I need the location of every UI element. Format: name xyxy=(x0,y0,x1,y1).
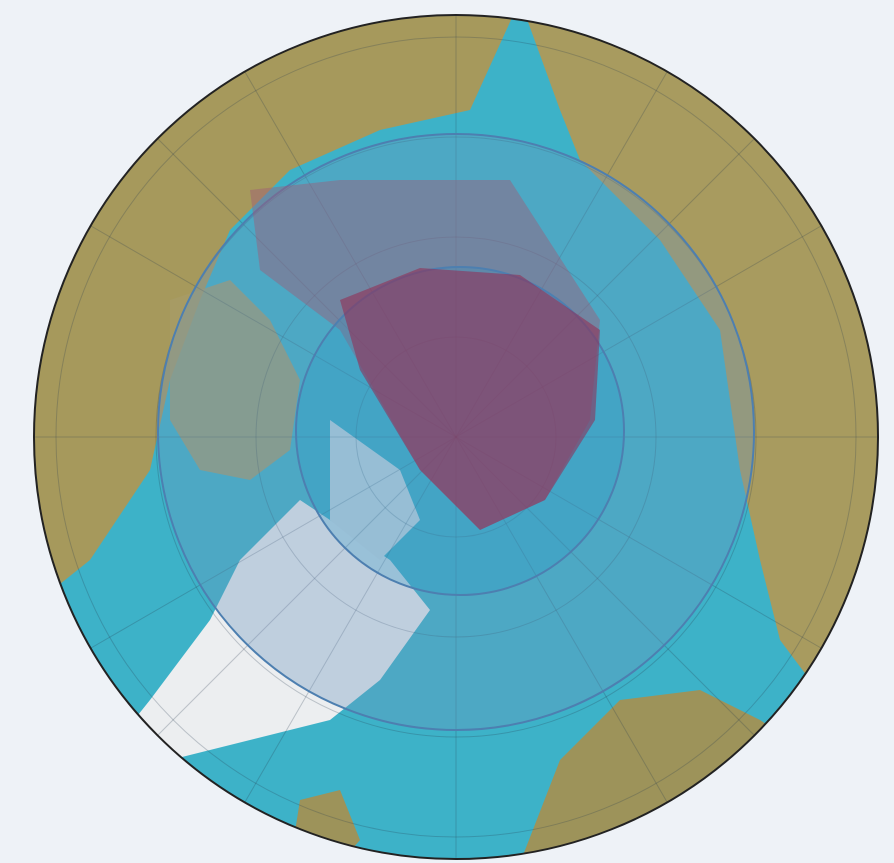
claim-core xyxy=(340,268,600,530)
ellesmere-island xyxy=(330,420,420,560)
greenland xyxy=(110,500,430,760)
arctic-archipelago xyxy=(170,280,300,480)
map-border xyxy=(33,14,879,860)
